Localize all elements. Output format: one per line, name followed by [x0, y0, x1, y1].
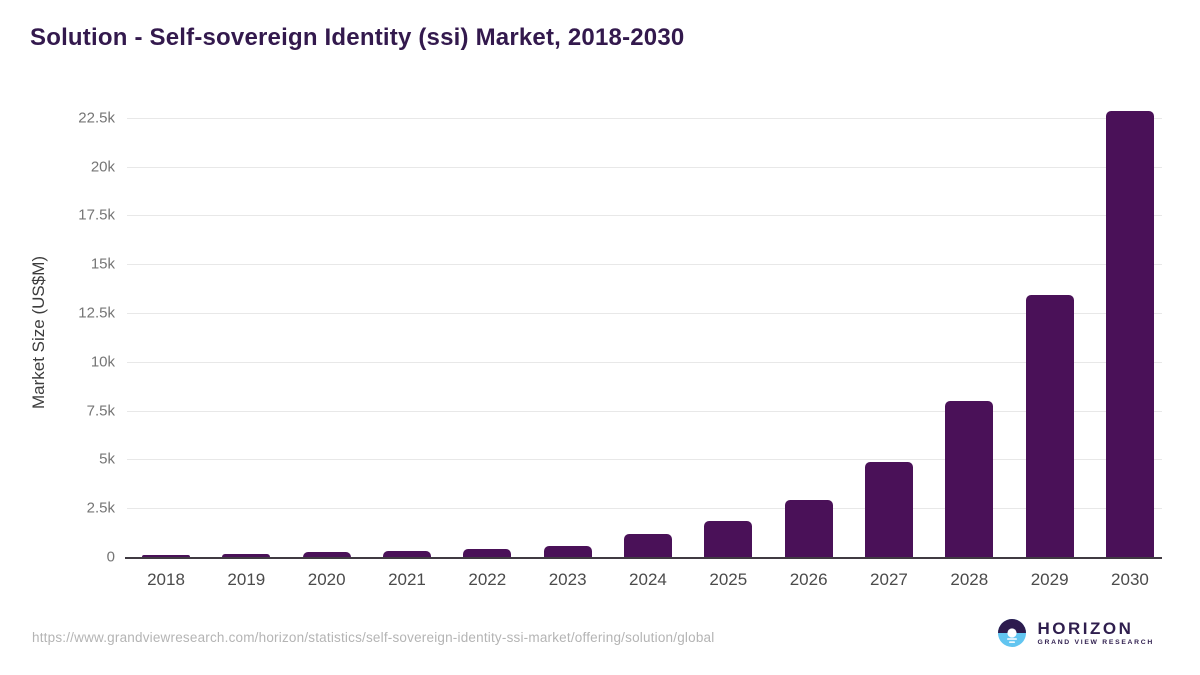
- x-tick-label-2019: 2019: [227, 570, 266, 589]
- y-axis-ticks: 0 2.5k 5k 7.5k 10k 12.5k 15k 17.5k 20k 22.5k: [0, 108, 115, 565]
- x-axis-ticks: 2018 2019 2020 2021 2022 2023 2024 2025 2026 2027…: [125, 570, 1162, 596]
- y-tick-label: 2.5k: [86, 499, 115, 517]
- x-tick-label-2027: 2027: [870, 570, 908, 589]
- bar-2030[interactable]: [1105, 110, 1154, 557]
- x-tick-label-2025: 2025: [709, 570, 748, 589]
- y-tick-label: 5k: [99, 450, 115, 468]
- bar-2024[interactable]: [623, 533, 672, 557]
- page-title: Solution - Self-sovereign Identity (ssi)…: [30, 24, 685, 51]
- brand-name: HORIZON: [1037, 618, 1134, 638]
- x-tick-label-2024: 2024: [629, 570, 667, 589]
- y-tick-label: 7.5k: [86, 402, 115, 420]
- bar-2019[interactable]: [222, 553, 271, 557]
- y-tick-label: 0: [106, 548, 115, 566]
- x-tick-label-2026: 2026: [789, 570, 828, 589]
- bar-2020[interactable]: [302, 552, 351, 557]
- gridline: [127, 361, 1162, 363]
- brand-subtitle: GRAND VIEW RESEARCH: [1037, 639, 1154, 647]
- x-tick-label-2021: 2021: [388, 570, 426, 589]
- bar-2025[interactable]: [704, 521, 753, 557]
- plot-area: [125, 108, 1162, 559]
- gridline: [127, 117, 1162, 119]
- x-tick-label-2022: 2022: [468, 570, 507, 589]
- y-tick-label: 22.5k: [78, 109, 115, 127]
- x-tick-label-2028: 2028: [950, 570, 989, 589]
- bar-2018[interactable]: [142, 554, 190, 557]
- y-tick-label: 15k: [90, 255, 115, 273]
- y-tick-label: 10k: [90, 353, 115, 371]
- gridline: [127, 508, 1162, 510]
- horizon-logo-mark: [998, 619, 1027, 647]
- bar-2027[interactable]: [864, 461, 913, 557]
- y-tick-label: 20k: [90, 158, 115, 176]
- bar-2023[interactable]: [543, 546, 592, 557]
- gridline: [127, 166, 1162, 168]
- bar-2026[interactable]: [784, 500, 833, 557]
- x-tick-label-2030: 2030: [1111, 570, 1149, 589]
- horizon-logo: HORIZON GRAND VIEW RESEARCH: [997, 618, 1154, 648]
- bar-2028[interactable]: [945, 400, 994, 557]
- gridline: [127, 312, 1162, 314]
- bar-2029[interactable]: [1025, 295, 1074, 557]
- x-tick-label-2018: 2018: [147, 570, 185, 589]
- gridline: [127, 264, 1162, 266]
- bar-2022[interactable]: [463, 549, 512, 557]
- source-url: https://www.grandviewresearch.com/horizo…: [32, 630, 715, 645]
- y-tick-label: 12.5k: [78, 304, 115, 322]
- gridline: [127, 410, 1162, 412]
- y-tick-label: 17.5k: [78, 206, 115, 224]
- x-tick-label-2029: 2029: [1030, 570, 1069, 589]
- x-tick-label-2020: 2020: [307, 570, 346, 589]
- x-tick-label-2023: 2023: [548, 570, 587, 589]
- gridline: [127, 215, 1162, 217]
- gridline: [127, 459, 1162, 461]
- bar-2021[interactable]: [382, 550, 431, 557]
